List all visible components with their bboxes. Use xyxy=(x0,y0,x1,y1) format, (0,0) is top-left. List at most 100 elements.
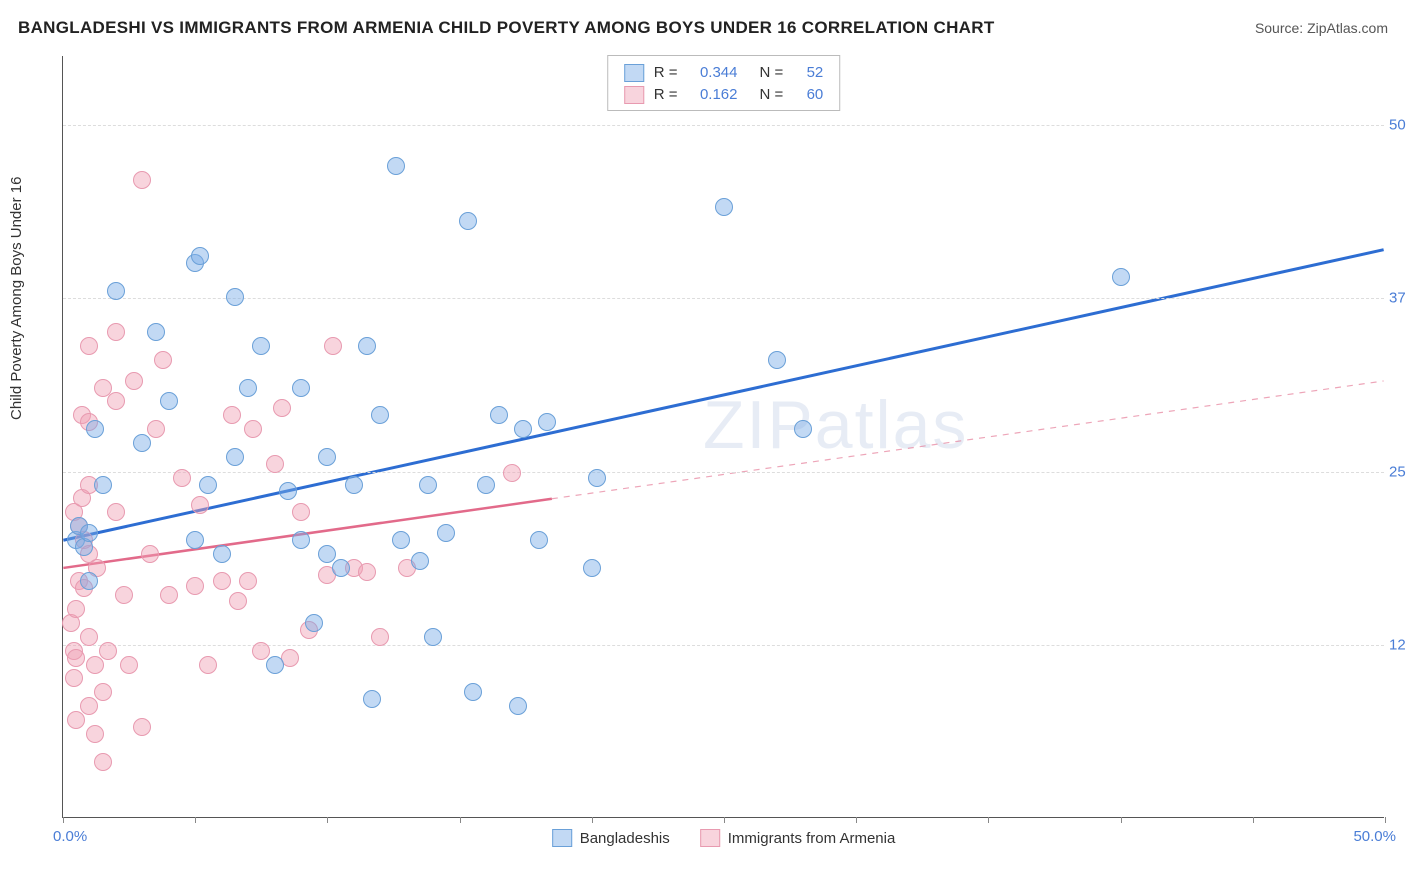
data-point xyxy=(273,399,291,417)
data-point xyxy=(392,531,410,549)
data-point xyxy=(332,559,350,577)
data-point xyxy=(768,351,786,369)
x-tick-mark xyxy=(63,817,64,823)
stat-r-label: R = xyxy=(654,84,678,106)
data-point xyxy=(281,649,299,667)
stat-r-label: R = xyxy=(654,62,678,84)
data-point xyxy=(363,690,381,708)
data-point xyxy=(387,157,405,175)
data-point xyxy=(223,406,241,424)
plot-area: ZIPatlas R =0.344N =52R =0.162N =60 0.0%… xyxy=(62,56,1384,818)
data-point xyxy=(213,572,231,590)
gridline-horizontal xyxy=(63,125,1384,126)
chart-title: BANGLADESHI VS IMMIGRANTS FROM ARMENIA C… xyxy=(18,18,995,38)
trend-line-extrapolated xyxy=(552,381,1384,499)
data-point xyxy=(371,406,389,424)
data-point xyxy=(133,171,151,189)
stats-row: R =0.344N =52 xyxy=(624,62,824,84)
data-point xyxy=(794,420,812,438)
stat-n-label: N = xyxy=(760,62,784,84)
data-point xyxy=(94,753,112,771)
data-point xyxy=(186,531,204,549)
data-point xyxy=(715,198,733,216)
watermark-text: ZIPatlas xyxy=(703,386,968,464)
legend-label: Immigrants from Armenia xyxy=(728,830,896,847)
data-point xyxy=(266,455,284,473)
data-point xyxy=(120,656,138,674)
x-tick-mark xyxy=(1253,817,1254,823)
legend-swatch xyxy=(700,829,720,847)
data-point xyxy=(67,600,85,618)
data-point xyxy=(252,337,270,355)
y-tick-label: 37.5% xyxy=(1389,290,1406,307)
stat-n-label: N = xyxy=(760,84,784,106)
x-axis-min-label: 0.0% xyxy=(53,828,87,845)
series-swatch xyxy=(624,86,644,104)
data-point xyxy=(419,476,437,494)
data-point xyxy=(94,683,112,701)
data-point xyxy=(514,420,532,438)
data-point xyxy=(65,669,83,687)
legend-item: Immigrants from Armenia xyxy=(700,829,896,847)
data-point xyxy=(239,379,257,397)
data-point xyxy=(345,476,363,494)
data-point xyxy=(292,379,310,397)
data-point xyxy=(133,434,151,452)
data-point xyxy=(115,586,133,604)
x-tick-mark xyxy=(592,817,593,823)
bottom-legend: BangladeshisImmigrants from Armenia xyxy=(552,829,896,847)
x-tick-mark xyxy=(327,817,328,823)
data-point xyxy=(239,572,257,590)
data-point xyxy=(464,683,482,701)
data-point xyxy=(459,212,477,230)
data-point xyxy=(530,531,548,549)
data-point xyxy=(509,697,527,715)
data-point xyxy=(503,464,521,482)
data-point xyxy=(86,725,104,743)
x-tick-mark xyxy=(195,817,196,823)
x-tick-mark xyxy=(724,817,725,823)
stat-r-value: 0.162 xyxy=(688,84,738,106)
data-point xyxy=(424,628,442,646)
stat-n-value: 60 xyxy=(793,84,823,106)
data-point xyxy=(86,656,104,674)
data-point xyxy=(186,577,204,595)
data-point xyxy=(583,559,601,577)
data-point xyxy=(141,545,159,563)
data-point xyxy=(147,420,165,438)
data-point xyxy=(94,476,112,494)
data-point xyxy=(244,420,262,438)
data-point xyxy=(266,656,284,674)
data-point xyxy=(358,563,376,581)
y-axis-label: Child Poverty Among Boys Under 16 xyxy=(8,177,25,420)
data-point xyxy=(437,524,455,542)
data-point xyxy=(226,288,244,306)
trend-lines-layer xyxy=(63,56,1384,817)
data-point xyxy=(133,718,151,736)
data-point xyxy=(125,372,143,390)
data-point xyxy=(107,392,125,410)
x-tick-mark xyxy=(460,817,461,823)
data-point xyxy=(199,656,217,674)
data-point xyxy=(154,351,172,369)
data-point xyxy=(226,448,244,466)
stat-n-value: 52 xyxy=(793,62,823,84)
data-point xyxy=(191,247,209,265)
data-point xyxy=(538,413,556,431)
data-point xyxy=(477,476,495,494)
trend-line xyxy=(63,250,1383,541)
series-swatch xyxy=(624,64,644,82)
x-tick-mark xyxy=(1121,817,1122,823)
data-point xyxy=(160,392,178,410)
data-point xyxy=(86,420,104,438)
stats-legend: R =0.344N =52R =0.162N =60 xyxy=(607,55,841,111)
data-point xyxy=(229,592,247,610)
data-point xyxy=(292,503,310,521)
data-point xyxy=(305,614,323,632)
data-point xyxy=(80,628,98,646)
data-point xyxy=(213,545,231,563)
data-point xyxy=(80,524,98,542)
data-point xyxy=(588,469,606,487)
gridline-horizontal xyxy=(63,298,1384,299)
data-point xyxy=(99,642,117,660)
